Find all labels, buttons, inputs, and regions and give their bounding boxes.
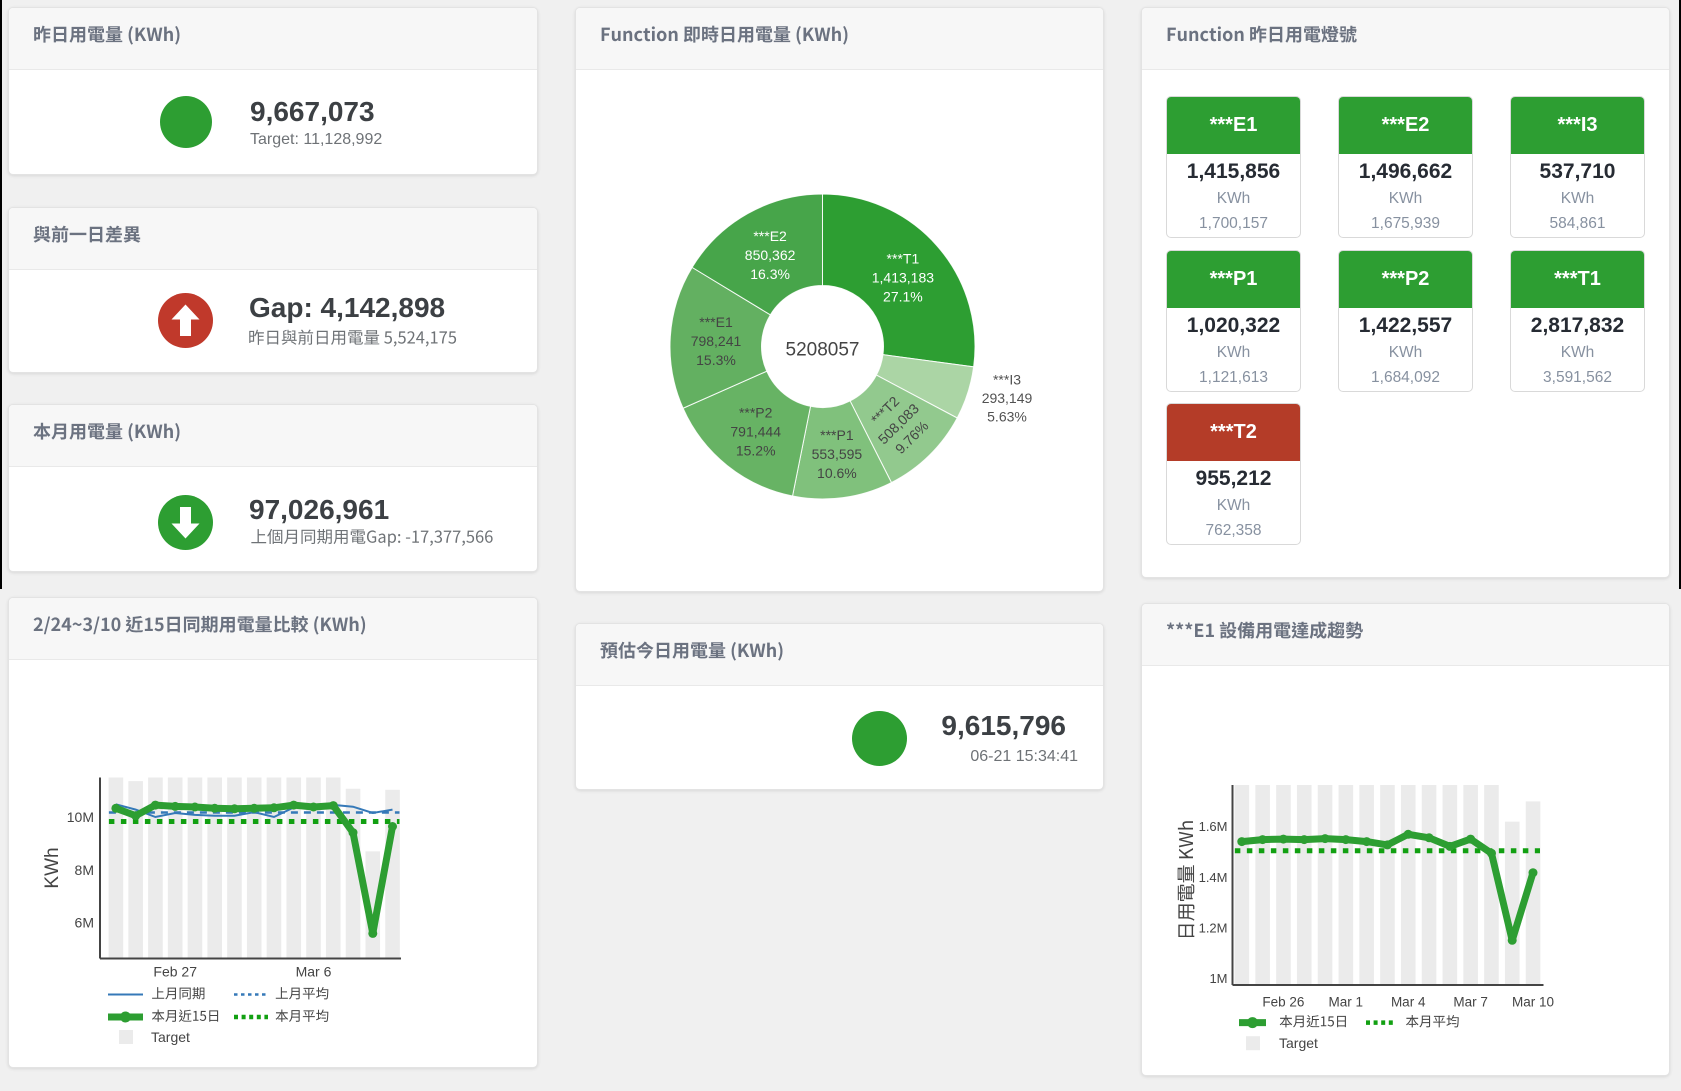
svg-text:KWh: KWh xyxy=(42,847,63,888)
svg-text:***E2: ***E2 xyxy=(753,228,787,244)
svg-text:Mar 7: Mar 7 xyxy=(1453,995,1488,1010)
svg-text:1.4M: 1.4M xyxy=(1199,870,1228,885)
svg-text:Target: Target xyxy=(151,1029,190,1045)
svg-text:Feb 27: Feb 27 xyxy=(153,964,197,980)
svg-text:***I3: ***I3 xyxy=(993,372,1021,388)
svg-text:Target: Target xyxy=(1279,1035,1318,1051)
svg-text:5208057: 5208057 xyxy=(786,340,860,361)
svg-text:8M: 8M xyxy=(75,862,94,878)
svg-text:15.3%: 15.3% xyxy=(696,352,736,368)
svg-text:850,362: 850,362 xyxy=(745,247,796,263)
svg-text:5.63%: 5.63% xyxy=(987,409,1027,425)
svg-text:6M: 6M xyxy=(75,915,94,931)
svg-text:Mar 4: Mar 4 xyxy=(1391,995,1426,1010)
svg-text:293,149: 293,149 xyxy=(982,390,1033,406)
svg-text:***P2: ***P2 xyxy=(739,404,773,420)
svg-text:10M: 10M xyxy=(67,809,94,825)
svg-text:***P1: ***P1 xyxy=(820,427,854,443)
svg-text:1.2M: 1.2M xyxy=(1199,920,1228,935)
svg-text:Mar 10: Mar 10 xyxy=(1512,995,1554,1010)
svg-text:16.3%: 16.3% xyxy=(750,266,790,282)
svg-text:798,241: 798,241 xyxy=(691,333,742,349)
svg-text:15.2%: 15.2% xyxy=(736,442,776,458)
svg-text:553,595: 553,595 xyxy=(812,446,863,462)
svg-text:1M: 1M xyxy=(1209,971,1227,986)
svg-text:Mar 1: Mar 1 xyxy=(1329,995,1364,1010)
svg-text:1,413,183: 1,413,183 xyxy=(872,270,934,286)
svg-text:27.1%: 27.1% xyxy=(883,289,923,305)
svg-text:***E1: ***E1 xyxy=(699,314,733,330)
svg-text:Feb 26: Feb 26 xyxy=(1262,995,1304,1010)
svg-text:Mar 6: Mar 6 xyxy=(296,964,332,980)
svg-text:791,444: 791,444 xyxy=(730,423,781,439)
svg-text:***T1: ***T1 xyxy=(887,251,920,267)
svg-text:1.6M: 1.6M xyxy=(1199,819,1228,834)
svg-text:10.6%: 10.6% xyxy=(817,465,857,481)
